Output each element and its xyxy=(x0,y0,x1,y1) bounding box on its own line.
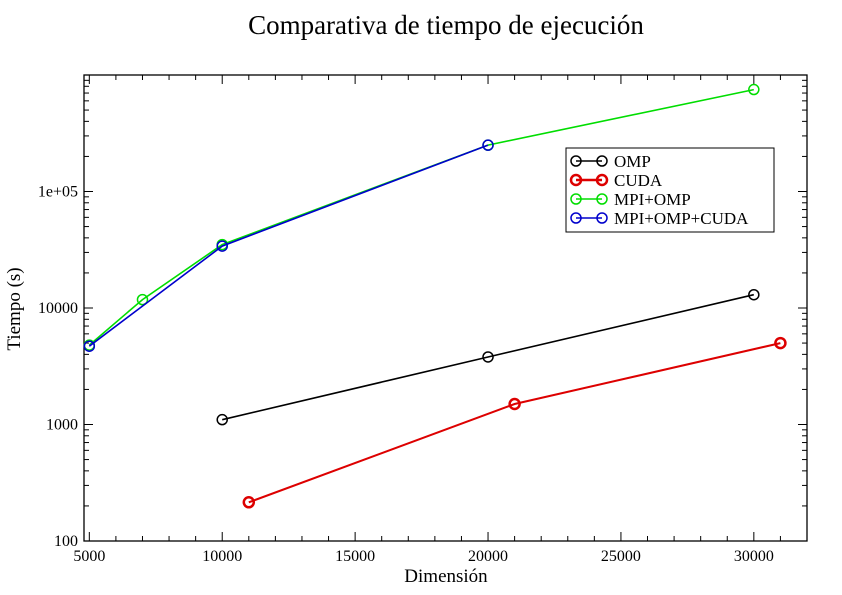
data-point-mpi-omp xyxy=(136,293,149,306)
series-line-mpi-omp-cuda xyxy=(88,144,489,347)
axis-ticks: 5000 10000 15000 20000 25000 30000 100 1000 1000… xyxy=(38,75,807,565)
series-cuda xyxy=(242,336,787,509)
series-line-cuda xyxy=(248,342,781,504)
y-tick-label: 1000 xyxy=(46,417,78,434)
series-line-mpi-omp xyxy=(88,88,754,346)
series-omp xyxy=(216,288,760,426)
x-tick-label: 20000 xyxy=(468,548,508,565)
data-point-omp xyxy=(482,351,494,363)
y-axis-label: Tiempo (s) xyxy=(4,267,25,350)
data-point-mpi-omp-cuda xyxy=(83,340,96,352)
chart-title: Comparativa de tiempo de ejecución xyxy=(248,10,644,40)
legend-swatch-marker xyxy=(596,212,608,224)
x-tick-label: 25000 xyxy=(601,548,641,565)
y-tick-label: 10000 xyxy=(38,300,78,317)
data-point-omp xyxy=(748,288,760,301)
legend-box xyxy=(565,147,775,233)
y-tick-label: 100 xyxy=(54,533,78,550)
legend-swatch-marker xyxy=(596,193,608,205)
legend-swatch-marker xyxy=(596,155,608,167)
legend-swatch-marker xyxy=(570,212,582,224)
data-point-mpi-omp-cuda xyxy=(482,139,494,151)
data-point-omp xyxy=(216,413,228,426)
y-tick-label: 1e+05 xyxy=(38,184,78,201)
data-point-cuda xyxy=(774,336,787,350)
x-axis-label: Dimensión xyxy=(404,566,488,587)
legend-swatch-marker xyxy=(570,193,582,205)
legend-label: OMP xyxy=(614,152,651,171)
legend-swatch-marker xyxy=(595,173,609,187)
legend-swatch-marker xyxy=(569,173,583,187)
data-point-mpi-omp xyxy=(748,83,760,96)
series-line-omp xyxy=(222,293,754,421)
data-point-cuda xyxy=(242,496,256,509)
x-tick-label: 15000 xyxy=(335,548,375,565)
legend-label: MPI+OMP xyxy=(614,190,691,209)
legend-swatch-marker xyxy=(570,155,582,167)
legend-label: MPI+OMP+CUDA xyxy=(614,209,749,228)
x-tick-label: 30000 xyxy=(734,548,774,565)
series-mpi-omp-cuda xyxy=(83,139,494,352)
data-point-cuda xyxy=(508,397,521,411)
series-lines xyxy=(83,83,787,509)
legend-label: CUDA xyxy=(614,171,663,190)
data-point-mpi-omp-cuda xyxy=(216,240,228,252)
x-tick-label: 10000 xyxy=(202,548,242,565)
x-tick-label: 5000 xyxy=(73,548,105,565)
